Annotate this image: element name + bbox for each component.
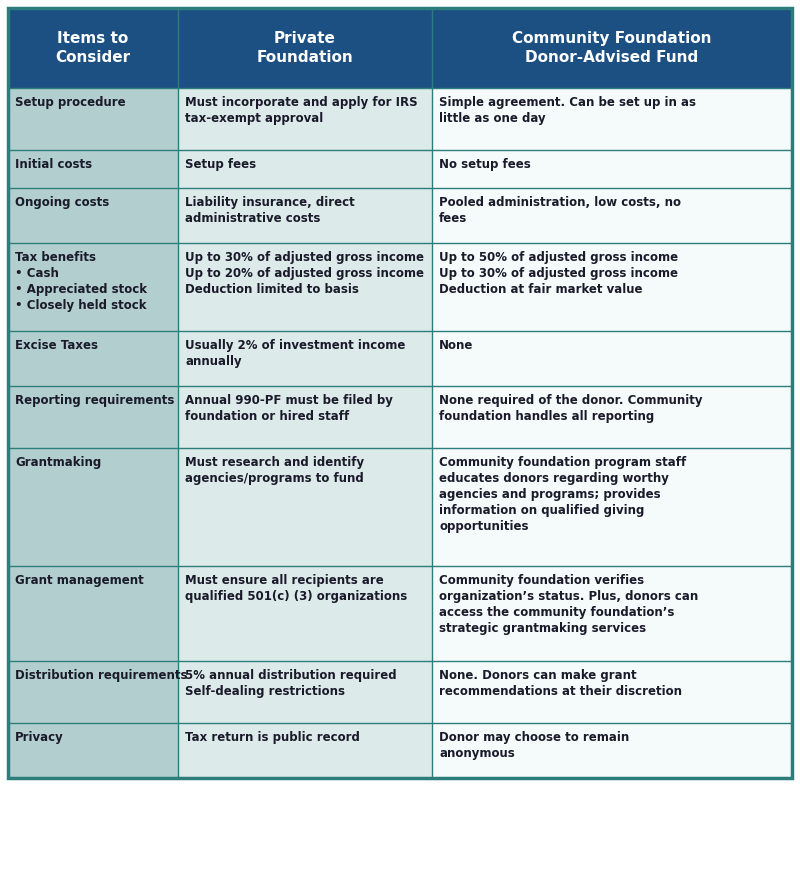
Bar [432, 331, 792, 386]
Text: Grantmaking: Grantmaking [15, 456, 102, 469]
Bar [178, 566, 432, 661]
Text: None: None [439, 339, 474, 352]
Bar [8, 150, 178, 188]
Bar [178, 723, 432, 778]
Bar [8, 723, 178, 778]
Text: No setup fees: No setup fees [439, 158, 530, 171]
Text: Initial costs: Initial costs [15, 158, 92, 171]
Bar [8, 661, 178, 723]
Bar [8, 8, 792, 88]
Text: Must ensure all recipients are
qualified 501(c) (3) organizations: Must ensure all recipients are qualified… [185, 574, 407, 603]
Text: Simple agreement. Can be set up in as
little as one day: Simple agreement. Can be set up in as li… [439, 96, 696, 125]
Bar [178, 331, 432, 386]
Text: Items to
Consider: Items to Consider [55, 31, 130, 65]
Text: Community foundation program staff
educates donors regarding worthy
agencies and: Community foundation program staff educa… [439, 456, 686, 533]
Bar [8, 188, 178, 243]
Bar [178, 188, 432, 243]
Text: None required of the donor. Community
foundation handles all reporting: None required of the donor. Community fo… [439, 394, 702, 423]
Bar [178, 448, 432, 566]
Text: Usually 2% of investment income
annually: Usually 2% of investment income annually [185, 339, 406, 368]
Bar [432, 88, 792, 150]
Text: Annual 990-PF must be filed by
foundation or hired staff: Annual 990-PF must be filed by foundatio… [185, 394, 393, 423]
Text: Setup procedure: Setup procedure [15, 96, 126, 109]
Text: Private
Foundation: Private Foundation [257, 31, 354, 65]
Text: Pooled administration, low costs, no
fees: Pooled administration, low costs, no fee… [439, 196, 681, 225]
Text: Setup fees: Setup fees [185, 158, 256, 171]
Bar [8, 566, 178, 661]
Text: Reporting requirements: Reporting requirements [15, 394, 174, 407]
Bar [178, 150, 432, 188]
Bar [432, 661, 792, 723]
Text: Tax return is public record: Tax return is public record [185, 731, 360, 744]
Bar [432, 386, 792, 448]
Text: Must incorporate and apply for IRS
tax-exempt approval: Must incorporate and apply for IRS tax-e… [185, 96, 418, 125]
Bar [432, 150, 792, 188]
Text: Up to 50% of adjusted gross income
Up to 30% of adjusted gross income
Deduction : Up to 50% of adjusted gross income Up to… [439, 251, 678, 296]
Bar [8, 243, 178, 331]
Bar [8, 448, 178, 566]
Bar [8, 331, 178, 386]
Bar [432, 243, 792, 331]
Text: 5% annual distribution required
Self-dealing restrictions: 5% annual distribution required Self-dea… [185, 669, 397, 698]
Bar [8, 88, 178, 150]
Text: Donor may choose to remain
anonymous: Donor may choose to remain anonymous [439, 731, 630, 760]
Bar [432, 566, 792, 661]
Bar [432, 723, 792, 778]
Bar [8, 8, 792, 778]
Text: Grant management: Grant management [15, 574, 144, 587]
Text: Distribution requirements: Distribution requirements [15, 669, 187, 682]
Bar [178, 243, 432, 331]
Text: Ongoing costs: Ongoing costs [15, 196, 110, 209]
Text: Liability insurance, direct
administrative costs: Liability insurance, direct administrati… [185, 196, 354, 225]
Text: Community foundation verifies
organization’s status. Plus, donors can
access the: Community foundation verifies organizati… [439, 574, 698, 635]
Text: Must research and identify
agencies/programs to fund: Must research and identify agencies/prog… [185, 456, 364, 485]
Bar [178, 661, 432, 723]
Text: Privacy: Privacy [15, 731, 64, 744]
Bar [178, 88, 432, 150]
Text: Excise Taxes: Excise Taxes [15, 339, 98, 352]
Text: None. Donors can make grant
recommendations at their discretion: None. Donors can make grant recommendati… [439, 669, 682, 698]
Bar [432, 448, 792, 566]
Text: Up to 30% of adjusted gross income
Up to 20% of adjusted gross income
Deduction : Up to 30% of adjusted gross income Up to… [185, 251, 424, 296]
Bar [432, 188, 792, 243]
Bar [178, 386, 432, 448]
Bar [8, 386, 178, 448]
Text: Tax benefits
• Cash
• Appreciated stock
• Closely held stock: Tax benefits • Cash • Appreciated stock … [15, 251, 147, 312]
Text: Community Foundation
Donor-Advised Fund: Community Foundation Donor-Advised Fund [512, 31, 712, 65]
